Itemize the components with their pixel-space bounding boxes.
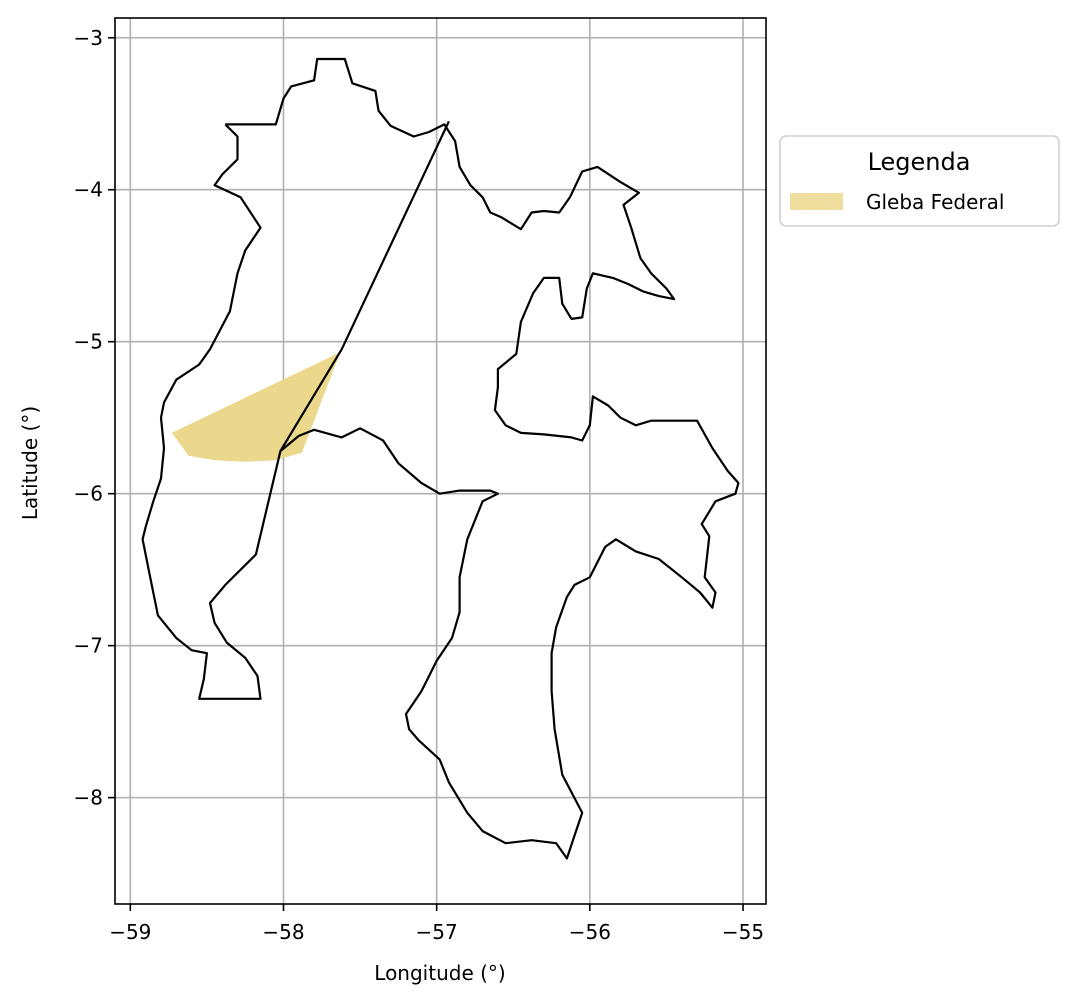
y-tick-label: −7 [74, 634, 103, 658]
x-tick-label: −59 [109, 920, 151, 944]
y-tick-label: −4 [74, 178, 103, 202]
boundary-chord-line [279, 120, 450, 452]
y-tick-label: −6 [74, 482, 103, 506]
legend-label-gleba-federal: Gleba Federal [866, 190, 1004, 214]
x-tick-label: −56 [569, 920, 611, 944]
x-tick-label: −55 [722, 920, 764, 944]
y-tick-label: −8 [74, 786, 103, 810]
y-axis-ticks: −3 −4 −5 −6 −7 −8 [74, 26, 115, 810]
legend-swatch-gleba-federal [790, 193, 843, 210]
plot-frame [114, 17, 767, 905]
x-tick-label: −58 [262, 920, 304, 944]
legend: Legenda Gleba Federal [779, 135, 1060, 227]
municipality-boundary [141, 57, 740, 860]
map-data [141, 57, 740, 860]
x-axis-label: Longitude (°) [374, 961, 505, 985]
y-tick-label: −3 [74, 26, 103, 50]
y-axis-label: Latitude (°) [18, 406, 42, 520]
x-tick-label: −57 [416, 920, 458, 944]
y-tick-label: −5 [74, 330, 103, 354]
legend-title: Legenda [868, 148, 971, 176]
grid-lines [115, 18, 766, 904]
gleba-federal-area [171, 352, 341, 462]
legend-box [779, 135, 1060, 227]
x-axis-ticks: −59 −58 −57 −56 −55 [109, 904, 764, 944]
